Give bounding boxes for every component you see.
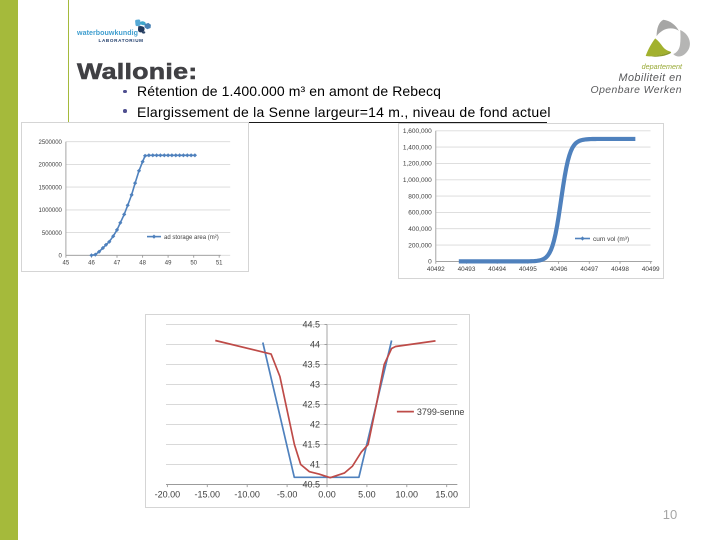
svg-text:42.5: 42.5 bbox=[302, 400, 320, 410]
svg-text:43: 43 bbox=[310, 380, 320, 390]
svg-text:15.00: 15.00 bbox=[435, 490, 458, 500]
svg-text:400,000: 400,000 bbox=[408, 226, 432, 233]
svg-text:200,000: 200,000 bbox=[408, 242, 432, 249]
svg-text:44: 44 bbox=[310, 340, 320, 350]
svg-text:1000000: 1000000 bbox=[39, 208, 63, 214]
svg-text:51: 51 bbox=[216, 260, 223, 266]
svg-text:40.5: 40.5 bbox=[302, 480, 320, 490]
svg-text:50: 50 bbox=[190, 260, 197, 266]
svg-text:3799-senne: 3799-senne bbox=[417, 407, 465, 417]
svg-text:ad storage area (m²): ad storage area (m²) bbox=[164, 235, 219, 241]
svg-text:-5.00: -5.00 bbox=[277, 490, 298, 500]
svg-text:5.00: 5.00 bbox=[358, 490, 376, 500]
svg-text:1,200,000: 1,200,000 bbox=[403, 161, 432, 168]
svg-text:-20.00: -20.00 bbox=[155, 490, 181, 500]
svg-text:600,000: 600,000 bbox=[408, 210, 432, 217]
svg-text:43.5: 43.5 bbox=[302, 360, 320, 370]
svg-text:500000: 500000 bbox=[42, 231, 63, 237]
svg-text:1,600,000: 1,600,000 bbox=[403, 128, 432, 135]
svg-text:-15.00: -15.00 bbox=[195, 490, 221, 500]
svg-text:1,400,000: 1,400,000 bbox=[403, 144, 432, 151]
svg-text:40492: 40492 bbox=[427, 266, 445, 273]
svg-text:-10.00: -10.00 bbox=[234, 490, 260, 500]
svg-text:40494: 40494 bbox=[488, 266, 506, 273]
svg-text:47: 47 bbox=[114, 260, 121, 266]
svg-text:42: 42 bbox=[310, 420, 320, 430]
svg-text:40495: 40495 bbox=[519, 266, 537, 273]
svg-text:41.5: 41.5 bbox=[302, 440, 320, 450]
svg-text:0: 0 bbox=[59, 254, 63, 260]
svg-text:10.00: 10.00 bbox=[396, 490, 419, 500]
svg-text:40499: 40499 bbox=[642, 266, 660, 273]
svg-text:46: 46 bbox=[88, 260, 95, 266]
svg-text:1,000,000: 1,000,000 bbox=[403, 177, 432, 184]
svg-text:45: 45 bbox=[63, 260, 70, 266]
svg-text:0: 0 bbox=[428, 259, 432, 266]
svg-text:0.00: 0.00 bbox=[318, 490, 336, 500]
svg-text:40498: 40498 bbox=[611, 266, 629, 273]
svg-text:48: 48 bbox=[139, 260, 146, 266]
svg-text:40497: 40497 bbox=[580, 266, 598, 273]
svg-text:40493: 40493 bbox=[458, 266, 476, 273]
svg-text:49: 49 bbox=[165, 260, 172, 266]
svg-text:2500000: 2500000 bbox=[39, 140, 63, 146]
svg-text:41: 41 bbox=[310, 460, 320, 470]
svg-text:1500000: 1500000 bbox=[39, 185, 63, 191]
svg-text:44.5: 44.5 bbox=[302, 320, 320, 330]
svg-text:2000000: 2000000 bbox=[39, 163, 63, 169]
svg-text:800,000: 800,000 bbox=[408, 193, 432, 200]
svg-text:40496: 40496 bbox=[550, 266, 568, 273]
svg-text:cum vol (m³): cum vol (m³) bbox=[593, 236, 629, 243]
